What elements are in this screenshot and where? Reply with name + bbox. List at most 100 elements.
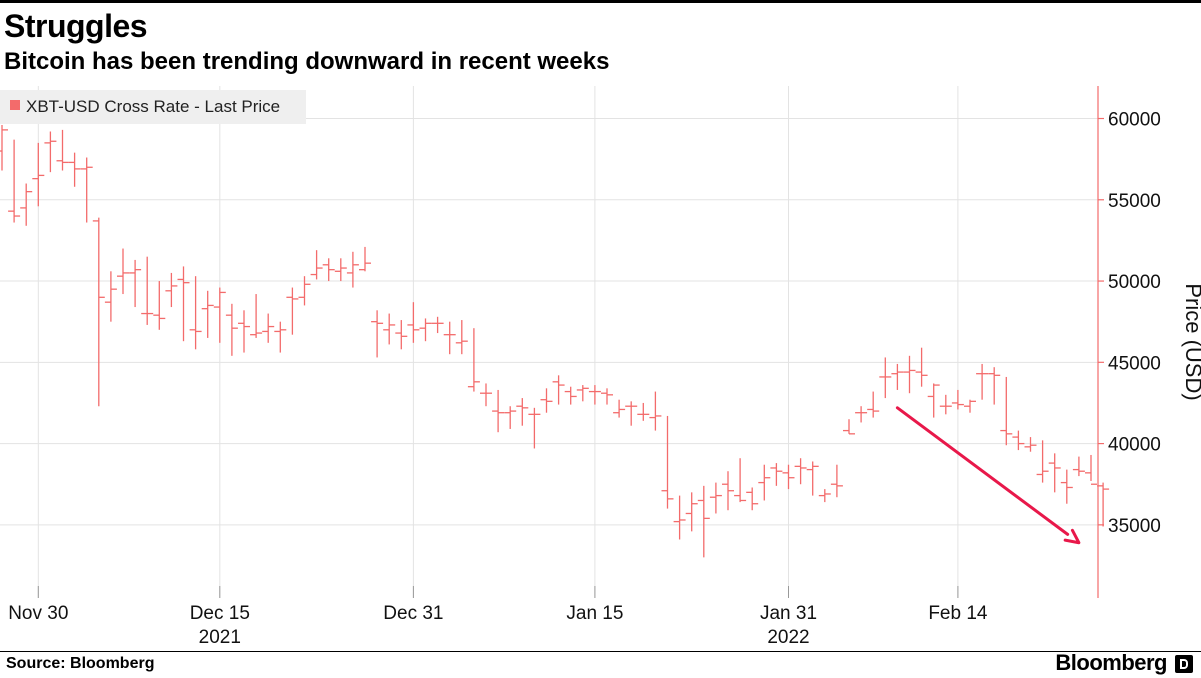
y-tick-label: 45000 — [1108, 353, 1161, 374]
price-chart: XBT-USD Cross Rate - Last Price 35000 400… — [0, 86, 1201, 648]
ohlc-bar — [443, 321, 456, 355]
ohlc-bar — [734, 458, 747, 503]
ohlc-bar — [588, 385, 601, 405]
bloomberg-mark-icon — [1175, 655, 1193, 673]
ohlc-bar — [855, 406, 868, 423]
ohlc-bar — [552, 375, 565, 405]
trend-arrow — [895, 406, 1081, 545]
x-tick-label: Dec 31 — [383, 603, 443, 624]
ohlc-bar — [625, 401, 638, 426]
ohlc-bar — [915, 347, 928, 387]
ohlc-bar — [528, 407, 541, 449]
ohlc-bar — [165, 272, 178, 308]
bloomberg-logo: Bloomberg — [1055, 650, 1167, 675]
ohlc-bar — [746, 487, 759, 511]
ohlc-bar — [250, 294, 263, 338]
ohlc-bar — [1036, 440, 1049, 483]
ohlc-bar — [310, 250, 323, 280]
ohlc-bar — [298, 276, 311, 306]
ohlc-bar — [1072, 456, 1085, 477]
ohlc-bar — [467, 328, 480, 392]
ohlc-bar — [68, 152, 81, 187]
ohlc-bar — [117, 248, 129, 295]
y-tick-label: 50000 — [1108, 272, 1161, 293]
ohlc-bar — [104, 271, 117, 322]
y-tick-label: 35000 — [1108, 516, 1161, 537]
ohlc-bar — [419, 318, 432, 342]
legend: XBT-USD Cross Rate - Last Price — [0, 90, 306, 124]
ohlc-bar — [540, 388, 553, 413]
ohlc-bar — [818, 489, 831, 503]
x-year-label: 2022 — [767, 627, 809, 648]
ohlc-bar — [830, 464, 843, 498]
y-tick-label: 60000 — [1108, 110, 1161, 131]
ohlc-bar — [685, 492, 698, 532]
x-tick-label: Dec 15 — [190, 603, 250, 624]
ohlc-bar — [770, 463, 783, 486]
ohlc-bar — [371, 310, 384, 358]
ohlc-bar — [431, 316, 444, 334]
ohlc-bar — [927, 383, 940, 418]
ohlc-bar — [903, 355, 916, 394]
ohlc-bar — [346, 251, 359, 288]
ohlc-bar — [455, 320, 468, 355]
ohlc-bar — [976, 363, 989, 400]
ohlc-bar — [20, 183, 33, 226]
ohlc-bar — [843, 419, 855, 435]
ohlc-bar — [395, 320, 408, 350]
ohlc-bar — [238, 310, 250, 353]
ohlc-bar — [153, 281, 166, 330]
ohlc-bar — [576, 385, 589, 402]
ohlc-bar — [383, 313, 396, 345]
ohlc-bar — [649, 391, 662, 431]
x-tick-label: Jan 15 — [566, 603, 623, 624]
ohlc-bar — [1024, 437, 1037, 452]
arrow-shaft — [895, 406, 1070, 536]
y-tick-label: 55000 — [1108, 191, 1161, 212]
arrow-head — [1063, 528, 1081, 545]
ohlc-bar — [1060, 469, 1073, 504]
ohlc-bar — [782, 464, 795, 490]
ohlc-bar — [407, 302, 420, 343]
ohlc-series — [0, 125, 1110, 558]
ohlc-bar — [564, 386, 577, 405]
ohlc-bar — [673, 495, 686, 540]
ohlc-bar — [758, 464, 771, 501]
grid-lines — [0, 86, 1098, 598]
ohlc-bar — [891, 363, 904, 390]
source-note: Source: Bloomberg — [6, 655, 155, 672]
ohlc-bar — [322, 258, 335, 282]
ohlc-bar — [879, 357, 892, 399]
legend-swatch — [10, 100, 20, 110]
ohlc-bar — [286, 287, 299, 335]
ohlc-bar — [44, 131, 57, 173]
ohlc-bar — [177, 266, 190, 342]
ohlc-bar — [806, 461, 819, 496]
x-tick-label: Jan 31 — [760, 603, 817, 624]
ohlc-bar — [480, 383, 492, 407]
ohlc-bar — [334, 258, 347, 282]
y-axis-label: Price (USD) — [1181, 283, 1201, 400]
legend-label: XBT-USD Cross Rate - Last Price — [26, 97, 280, 116]
ohlc-bar — [129, 259, 142, 308]
ohlc-bar — [964, 399, 976, 413]
ohlc-bar — [189, 276, 202, 350]
ohlc-bar — [722, 471, 734, 511]
ohlc-bar — [697, 485, 710, 558]
ohlc-bar — [56, 129, 69, 171]
ohlc-bar — [92, 217, 105, 407]
x-tick-label: Feb 14 — [928, 603, 988, 624]
ohlc-bar — [951, 389, 964, 410]
legend-background — [0, 90, 306, 124]
ohlc-bar — [601, 388, 613, 405]
ohlc-bar — [213, 287, 226, 343]
chart-title: Struggles — [4, 8, 148, 44]
ohlc-bar — [504, 406, 517, 429]
ohlc-bar — [637, 402, 650, 421]
ohlc-bar — [867, 391, 880, 418]
chart-subtitle: Bitcoin has been trending downward in re… — [4, 48, 610, 75]
ohlc-bar — [8, 139, 21, 223]
ohlc-bar — [80, 157, 93, 223]
ohlc-bar — [1012, 430, 1025, 451]
ohlc-bar — [988, 367, 1001, 405]
